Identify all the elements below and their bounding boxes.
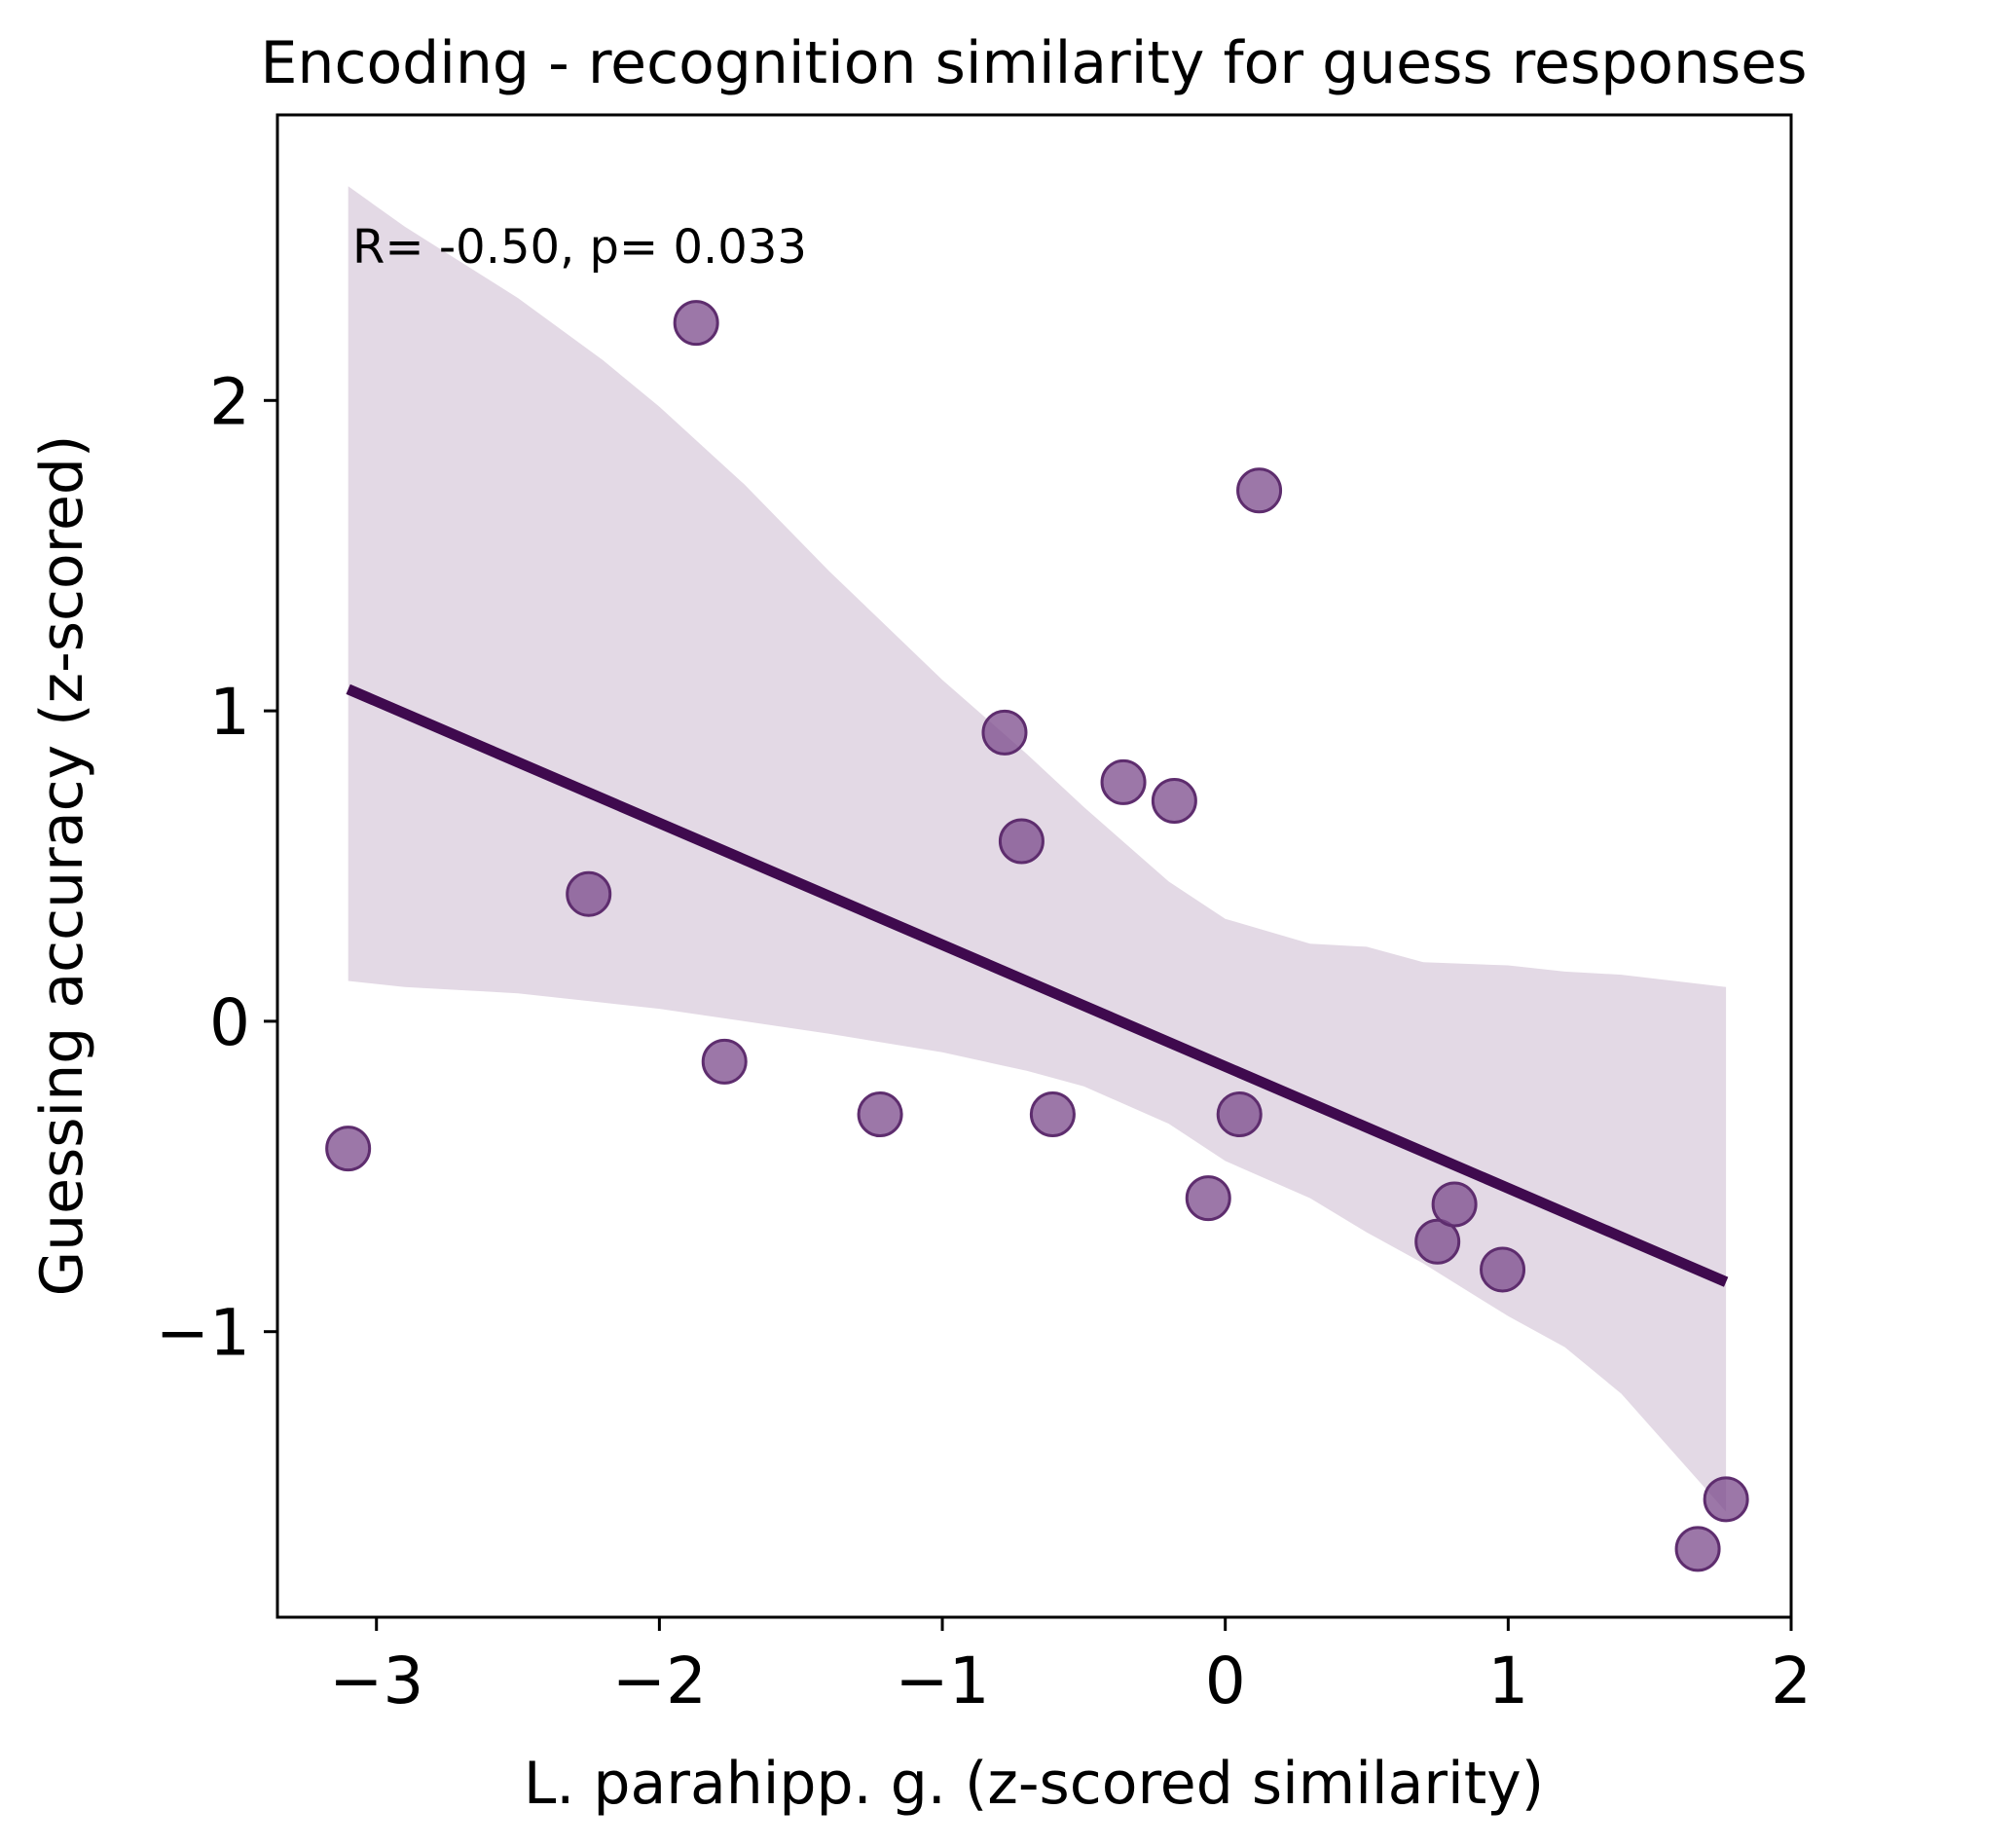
x-axis-label: L. parahipp. g. (z-scored similarity) [524, 1750, 1544, 1818]
data-point [1431, 1181, 1478, 1228]
data-point [566, 870, 612, 917]
x-tick-label: −3 [329, 1644, 423, 1718]
data-point [981, 709, 1028, 756]
x-tick-label: −1 [895, 1644, 989, 1718]
data-point [1029, 1091, 1076, 1138]
data-point [1703, 1476, 1749, 1523]
data-point [1236, 467, 1283, 514]
regression-line [346, 683, 1729, 1287]
data-point [1100, 758, 1147, 805]
y-axis-label: Guessing accuracy (z-scored) [28, 435, 96, 1297]
data-point [1151, 778, 1197, 825]
data-point [701, 1038, 748, 1085]
data-point [1480, 1246, 1526, 1293]
data-point [1414, 1218, 1461, 1265]
x-tick-label: 1 [1487, 1644, 1528, 1718]
y-tick-label: −1 [156, 1296, 250, 1371]
chart-title: Encoding - recognition similarity for gu… [261, 29, 1808, 97]
x-axis: −3 −2 −1 0 1 2 [329, 1617, 1812, 1718]
data-point [857, 1091, 903, 1138]
y-tick-label: 1 [209, 675, 250, 750]
plot-frame [275, 113, 1793, 1619]
y-tick-label: 0 [209, 985, 250, 1060]
y-axis: −1 0 1 2 [156, 364, 277, 1371]
data-point [673, 300, 719, 347]
plot-area [325, 186, 1749, 1572]
data-point [1674, 1526, 1721, 1572]
x-tick-label: 2 [1771, 1644, 1812, 1718]
data-point [998, 818, 1045, 865]
x-tick-label: 0 [1205, 1644, 1246, 1718]
y-tick-label: 2 [209, 364, 250, 439]
data-point [325, 1126, 372, 1172]
data-points [325, 300, 1749, 1572]
x-tick-label: −2 [612, 1644, 707, 1718]
correlation-annotation: R= -0.50, p= 0.033 [352, 220, 807, 275]
data-point [1185, 1175, 1231, 1222]
data-point [1216, 1091, 1263, 1138]
